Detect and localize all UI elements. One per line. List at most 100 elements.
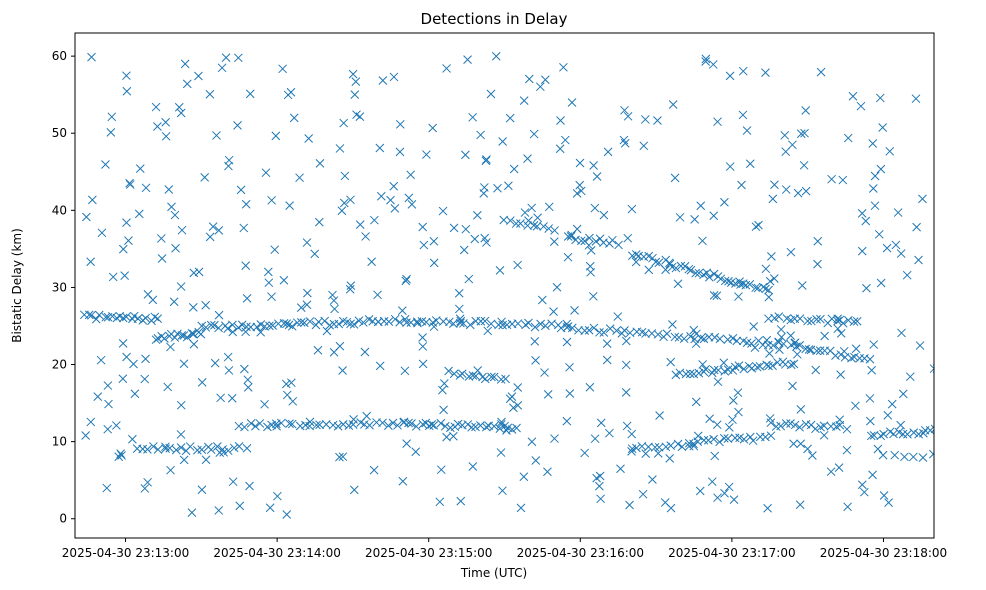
- data-point: [584, 240, 594, 250]
- data-point: [349, 415, 358, 424]
- y-axis-title: Bistatic Delay (km): [10, 228, 24, 343]
- data-point: [843, 502, 852, 512]
- data-point: [229, 443, 239, 453]
- data-point: [549, 237, 559, 246]
- data-point: [163, 382, 173, 392]
- data-point: [418, 333, 427, 342]
- chart-title: Detections in Delay: [421, 10, 568, 28]
- data-point: [852, 316, 862, 326]
- data-point: [313, 345, 323, 355]
- data-point: [847, 353, 856, 363]
- data-point: [288, 396, 298, 406]
- data-point: [261, 168, 271, 178]
- data-point: [870, 171, 880, 181]
- data-point: [728, 415, 737, 425]
- data-point: [690, 214, 700, 224]
- data-point: [702, 268, 712, 278]
- data-point: [234, 442, 244, 451]
- data-point: [631, 257, 641, 267]
- data-point: [388, 418, 398, 428]
- data-point: [676, 261, 686, 271]
- data-point: [585, 382, 595, 392]
- data-point: [431, 316, 441, 325]
- data-point: [603, 147, 613, 157]
- data-point: [180, 59, 190, 69]
- data-point: [709, 365, 719, 375]
- data-point: [166, 342, 175, 352]
- data-point: [440, 421, 450, 431]
- data-point: [429, 322, 439, 332]
- data-point: [256, 327, 266, 337]
- data-point: [217, 63, 227, 73]
- data-point: [850, 352, 859, 362]
- data-point: [703, 435, 713, 445]
- data-point: [724, 276, 733, 286]
- data-point: [176, 108, 186, 118]
- data-point: [638, 489, 648, 499]
- data-point: [125, 180, 135, 189]
- data-point: [878, 123, 888, 132]
- data-point: [737, 180, 746, 190]
- data-point: [411, 422, 421, 431]
- data-point: [786, 419, 795, 428]
- y-tick-label: 50: [52, 126, 67, 140]
- data-point: [263, 267, 273, 277]
- data-point: [523, 154, 532, 163]
- data-point: [535, 82, 545, 92]
- x-axis-title: Time (UTC): [460, 566, 527, 580]
- data-point: [745, 159, 755, 169]
- data-point: [150, 312, 160, 322]
- data-point: [621, 336, 631, 346]
- data-point: [177, 331, 187, 340]
- data-point: [869, 340, 879, 349]
- data-point: [762, 335, 772, 345]
- data-point: [696, 201, 706, 211]
- data-point: [567, 230, 577, 240]
- data-point: [463, 55, 472, 64]
- data-point: [795, 340, 805, 350]
- data-point: [691, 397, 701, 407]
- data-point: [315, 159, 325, 168]
- data-point: [338, 366, 347, 375]
- data-point: [862, 283, 871, 293]
- data-point: [189, 268, 199, 278]
- data-point: [767, 252, 776, 261]
- data-point: [799, 160, 809, 170]
- data-point: [748, 436, 758, 446]
- data-point: [655, 411, 664, 420]
- data-point: [156, 234, 166, 243]
- data-point: [160, 334, 169, 343]
- data-point: [631, 250, 641, 259]
- x-axis: 2025-04-30 23:13:00 2025-04-30 23:14:00 20…: [62, 538, 947, 560]
- data-point: [764, 361, 773, 371]
- data-point: [776, 325, 786, 334]
- data-point: [644, 442, 653, 452]
- data-point: [539, 222, 548, 231]
- data-point: [335, 144, 345, 153]
- data-point: [461, 224, 471, 234]
- data-point: [640, 115, 650, 124]
- data-point: [101, 160, 110, 169]
- data-point: [819, 430, 829, 440]
- data-point: [104, 399, 113, 409]
- data-point: [776, 421, 786, 431]
- data-point: [328, 420, 338, 430]
- data-point: [621, 360, 631, 370]
- data-point: [338, 452, 348, 462]
- data-point: [114, 452, 124, 462]
- data-point: [328, 290, 337, 300]
- data-point: [530, 322, 540, 332]
- data-point: [620, 138, 630, 148]
- data-point: [378, 76, 388, 85]
- data-point: [639, 141, 649, 151]
- data-point: [811, 365, 821, 375]
- data-point: [513, 383, 523, 392]
- data-point: [873, 444, 883, 454]
- data-point: [108, 272, 118, 282]
- data-point: [401, 276, 411, 286]
- data-point: [724, 423, 734, 432]
- data-point: [370, 215, 379, 225]
- data-point: [481, 422, 491, 432]
- data-point: [223, 324, 233, 333]
